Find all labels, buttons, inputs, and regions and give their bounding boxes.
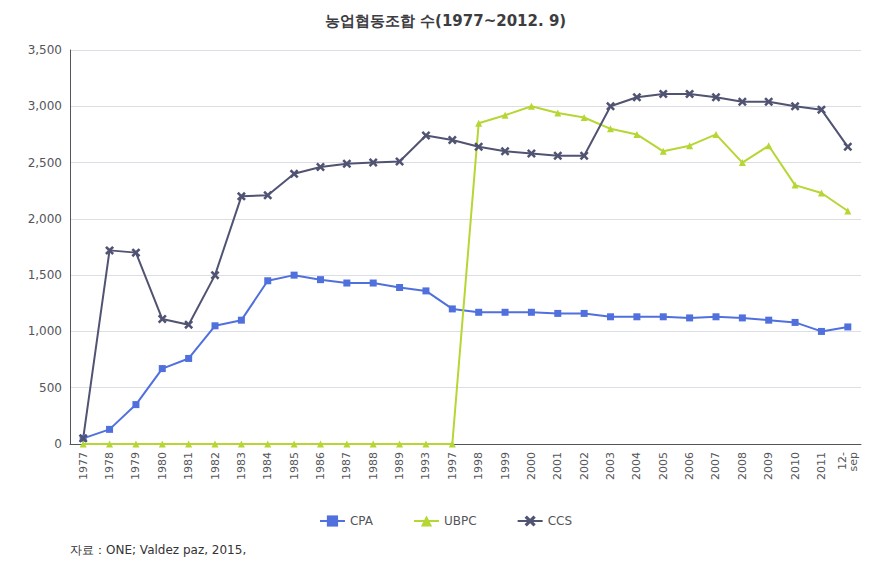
svg-text:2,000: 2,000 [28,212,62,226]
svg-text:500: 500 [39,381,62,395]
svg-text:1999: 1999 [499,452,512,480]
svg-text:1977: 1977 [77,452,90,480]
svg-text:1998: 1998 [472,452,485,480]
svg-text:1989: 1989 [393,452,406,480]
svg-text:농업협동조합 수(1977~2012. 9): 농업협동조합 수(1977~2012. 9) [325,12,566,30]
svg-text:2006: 2006 [683,452,696,480]
svg-text:1978: 1978 [103,452,116,480]
svg-text:1993: 1993 [419,452,432,480]
svg-text:2,500: 2,500 [28,156,62,170]
svg-text:2002: 2002 [578,452,591,480]
svg-text:UBPC: UBPC [444,514,477,528]
svg-text:1988: 1988 [367,452,380,480]
svg-text:2000: 2000 [525,452,538,480]
svg-text:1985: 1985 [288,452,301,480]
svg-text:2008: 2008 [736,452,749,480]
svg-text:2003: 2003 [604,452,617,480]
svg-text:CPA: CPA [350,514,374,528]
svg-text:3,000: 3,000 [28,99,62,113]
svg-text:2004: 2004 [630,452,643,480]
svg-text:2007: 2007 [709,452,722,480]
svg-text:2005: 2005 [657,452,670,480]
svg-text:1986: 1986 [314,452,327,480]
svg-text:1987: 1987 [340,452,353,480]
svg-text:2009: 2009 [762,452,775,480]
svg-text:1983: 1983 [235,452,248,480]
svg-text:0: 0 [54,437,62,451]
svg-text:1,500: 1,500 [28,268,62,282]
svg-text:1,000: 1,000 [28,324,62,338]
svg-text:1981: 1981 [182,452,195,480]
svg-text:1997: 1997 [446,452,459,480]
svg-text:12-: 12- [835,452,849,470]
svg-text:1980: 1980 [156,452,169,480]
svg-text:3,500: 3,500 [28,43,62,57]
svg-text:자료：ONE; Valdez paz, 2015,: 자료：ONE; Valdez paz, 2015, [70,543,246,557]
svg-text:2010: 2010 [789,452,802,480]
svg-text:1982: 1982 [209,452,222,480]
svg-text:sep: sep [847,452,860,471]
svg-text:2011: 2011 [815,452,828,480]
svg-text:2001: 2001 [551,452,564,480]
svg-text:CCS: CCS [548,514,572,528]
svg-text:1979: 1979 [129,452,142,480]
svg-text:1984: 1984 [261,452,274,480]
